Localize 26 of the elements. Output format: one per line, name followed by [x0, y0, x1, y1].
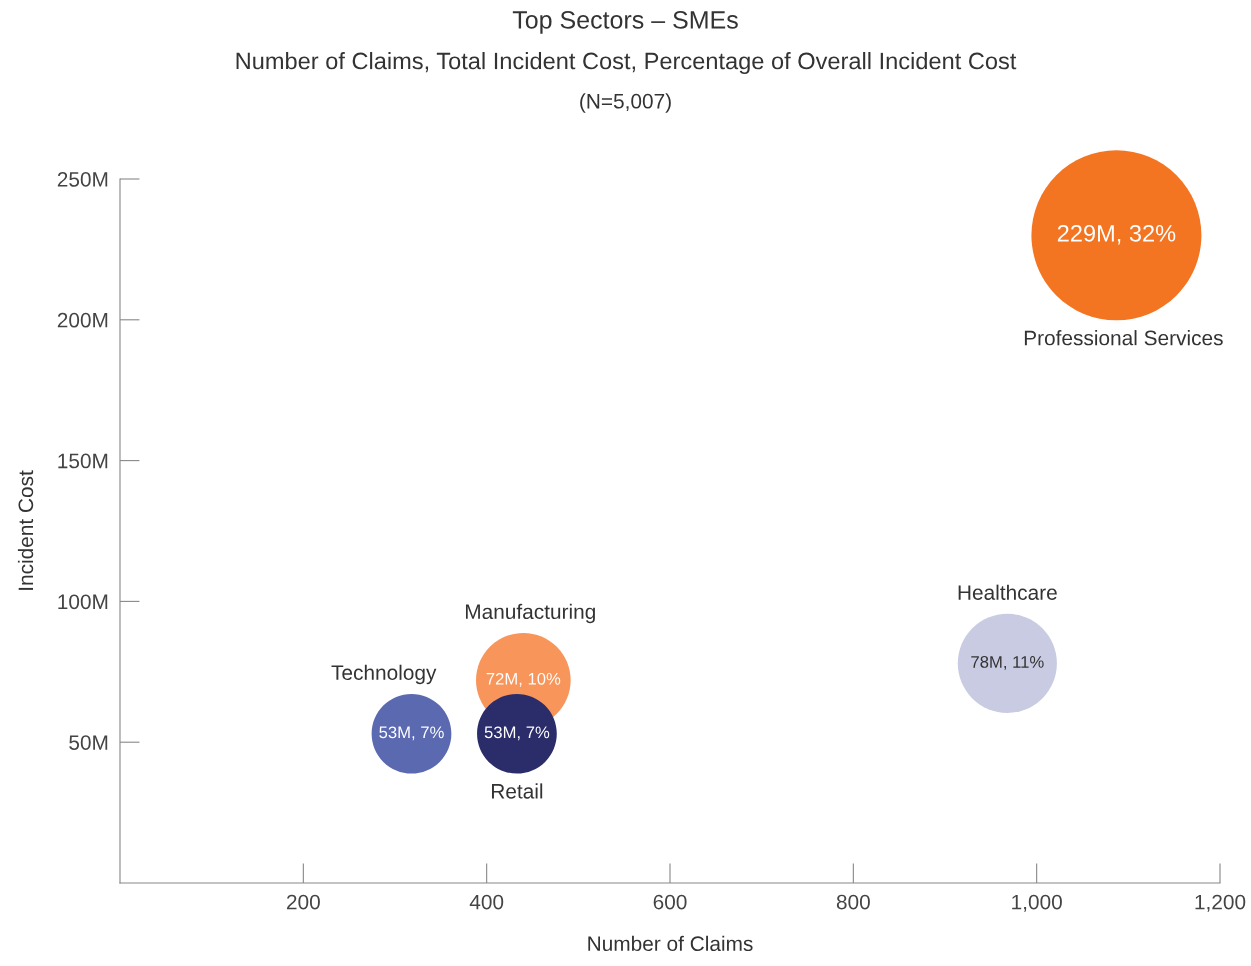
data-label: 53M, 7%	[484, 726, 550, 741]
y-tick-label: 150M	[58, 453, 108, 469]
series-label: Technology	[331, 664, 437, 685]
y-axis-title: Incident Cost	[17, 470, 34, 590]
x-tick-label: 1,200	[1195, 894, 1246, 912]
data-label: 72M, 10%	[486, 672, 561, 687]
x-tick-label: 1,000	[1012, 894, 1062, 912]
y-tick-label: 200M	[57, 312, 108, 328]
x-axis-title: Number of Claims	[588, 935, 753, 952]
y-tick-label: 100M	[58, 594, 108, 610]
data-label: 78M, 11%	[971, 656, 1044, 670]
series-label: Manufacturing	[465, 603, 595, 624]
x-tick-label: 600	[653, 894, 687, 910]
data-label: 229M, 32%	[1057, 224, 1176, 245]
x-tick-label: 200	[287, 894, 320, 910]
y-tick-label: 50M	[69, 735, 108, 750]
text: (N=5,007)	[580, 93, 671, 113]
series-label: Healthcare	[958, 584, 1057, 600]
data-label: 53M, 7%	[379, 726, 444, 741]
series-label: Retail	[491, 783, 543, 799]
chart-title: Top Sectors – SMEs	[512, 11, 738, 34]
y-tick-label: 250M	[57, 172, 108, 187]
x-tick-label: 400	[469, 894, 504, 910]
series-label: Professional Services	[1024, 330, 1223, 346]
chart-subtitle: Number of Claims, Total Incident Cost, Percentage of Overall Incident Cost	[236, 52, 1017, 74]
x-tick-label: 800	[836, 894, 870, 910]
